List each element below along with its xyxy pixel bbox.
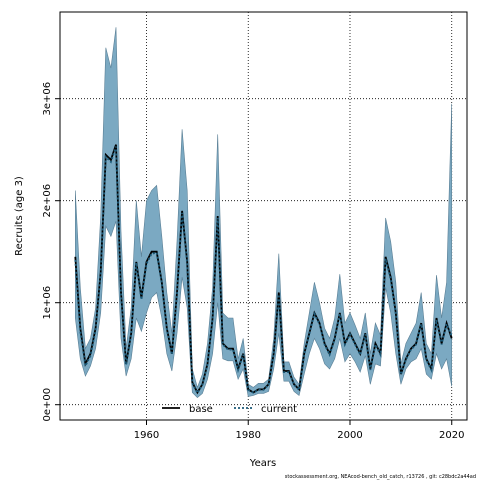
- plot-frame: [59, 11, 468, 421]
- y-tick-label: 2e+06: [42, 184, 53, 218]
- x-tick-label: 1960: [134, 430, 159, 441]
- footer-text: stockassessment.org, NEAcod-bench_old_ca…: [285, 474, 476, 480]
- series-line-current: [74, 146, 453, 395]
- confidence-band: [75, 27, 452, 399]
- y-tick-label: 1e+06: [42, 286, 53, 320]
- x-axis-title: Years: [249, 458, 276, 469]
- y-axis-title: Recruits (age 3): [14, 176, 25, 256]
- y-tick-label: 0e+00: [42, 388, 53, 422]
- y-tick-label: 3e+06: [42, 82, 53, 116]
- x-tick-label: 1980: [236, 430, 261, 441]
- x-tick-label: 2000: [337, 430, 362, 441]
- legend-label-base: base: [189, 404, 213, 415]
- y-axis: 0e+00 1e+06 2e+06 3e+06: [42, 82, 60, 422]
- legend-label-current: current: [261, 404, 297, 415]
- legend: base current: [162, 404, 297, 415]
- x-axis: 1960 1980 2000 2020: [134, 420, 464, 441]
- x-tick-label: 2020: [439, 430, 464, 441]
